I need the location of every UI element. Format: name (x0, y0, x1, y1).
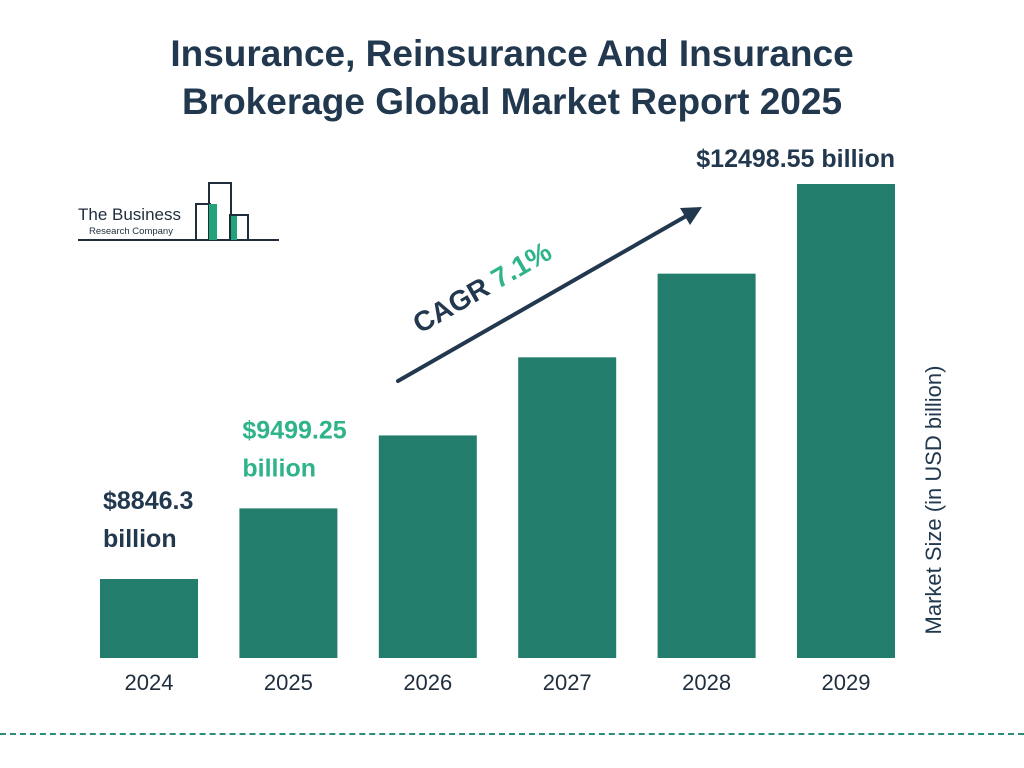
x-tick-label-2025: 2025 (264, 670, 313, 695)
company-logo: The Business Research Company (78, 180, 288, 244)
chart-title: Insurance, Reinsurance And Insurance Bro… (0, 30, 1024, 126)
logo-subtitle: Research Company (89, 226, 173, 237)
logo-name: The Business (78, 205, 181, 224)
title-line-1: Insurance, Reinsurance And Insurance (170, 33, 854, 74)
bar-2026 (378, 435, 477, 658)
title-line-2: Brokerage Global Market Report 2025 (181, 81, 843, 122)
x-tick-label-2027: 2027 (543, 670, 592, 695)
value-label-2024-line-2: billion (103, 525, 177, 553)
value-label-2029-line-1: $12498.55 billion (696, 145, 895, 173)
x-tick-label-2028: 2028 (682, 670, 731, 695)
bar-2024 (100, 579, 198, 658)
x-tick-label-2024: 2024 (125, 670, 174, 695)
cagr-label: CAGR 7.1% (408, 236, 557, 340)
cagr-value: 7.1% (486, 236, 557, 295)
dashed-divider (0, 733, 1024, 735)
value-label-2024-line-1: $8846.3 (103, 487, 193, 515)
bar-2027 (518, 357, 617, 658)
bar-2025 (239, 508, 338, 658)
value-label-2025-line-1: $9499.25 (242, 416, 346, 444)
x-tick-label-2029: 2029 (822, 670, 871, 695)
cagr-arrowhead-icon (680, 207, 702, 225)
x-tick-label-2026: 2026 (403, 670, 452, 695)
y-axis-label: Market Size (in USD billion) (921, 366, 946, 635)
bar-2028 (657, 273, 756, 658)
logo-buildings-icon (78, 182, 279, 241)
cagr-arrow-line (396, 213, 690, 383)
bar-2029 (797, 184, 895, 658)
value-label-2025-line-2: billion (242, 454, 316, 482)
